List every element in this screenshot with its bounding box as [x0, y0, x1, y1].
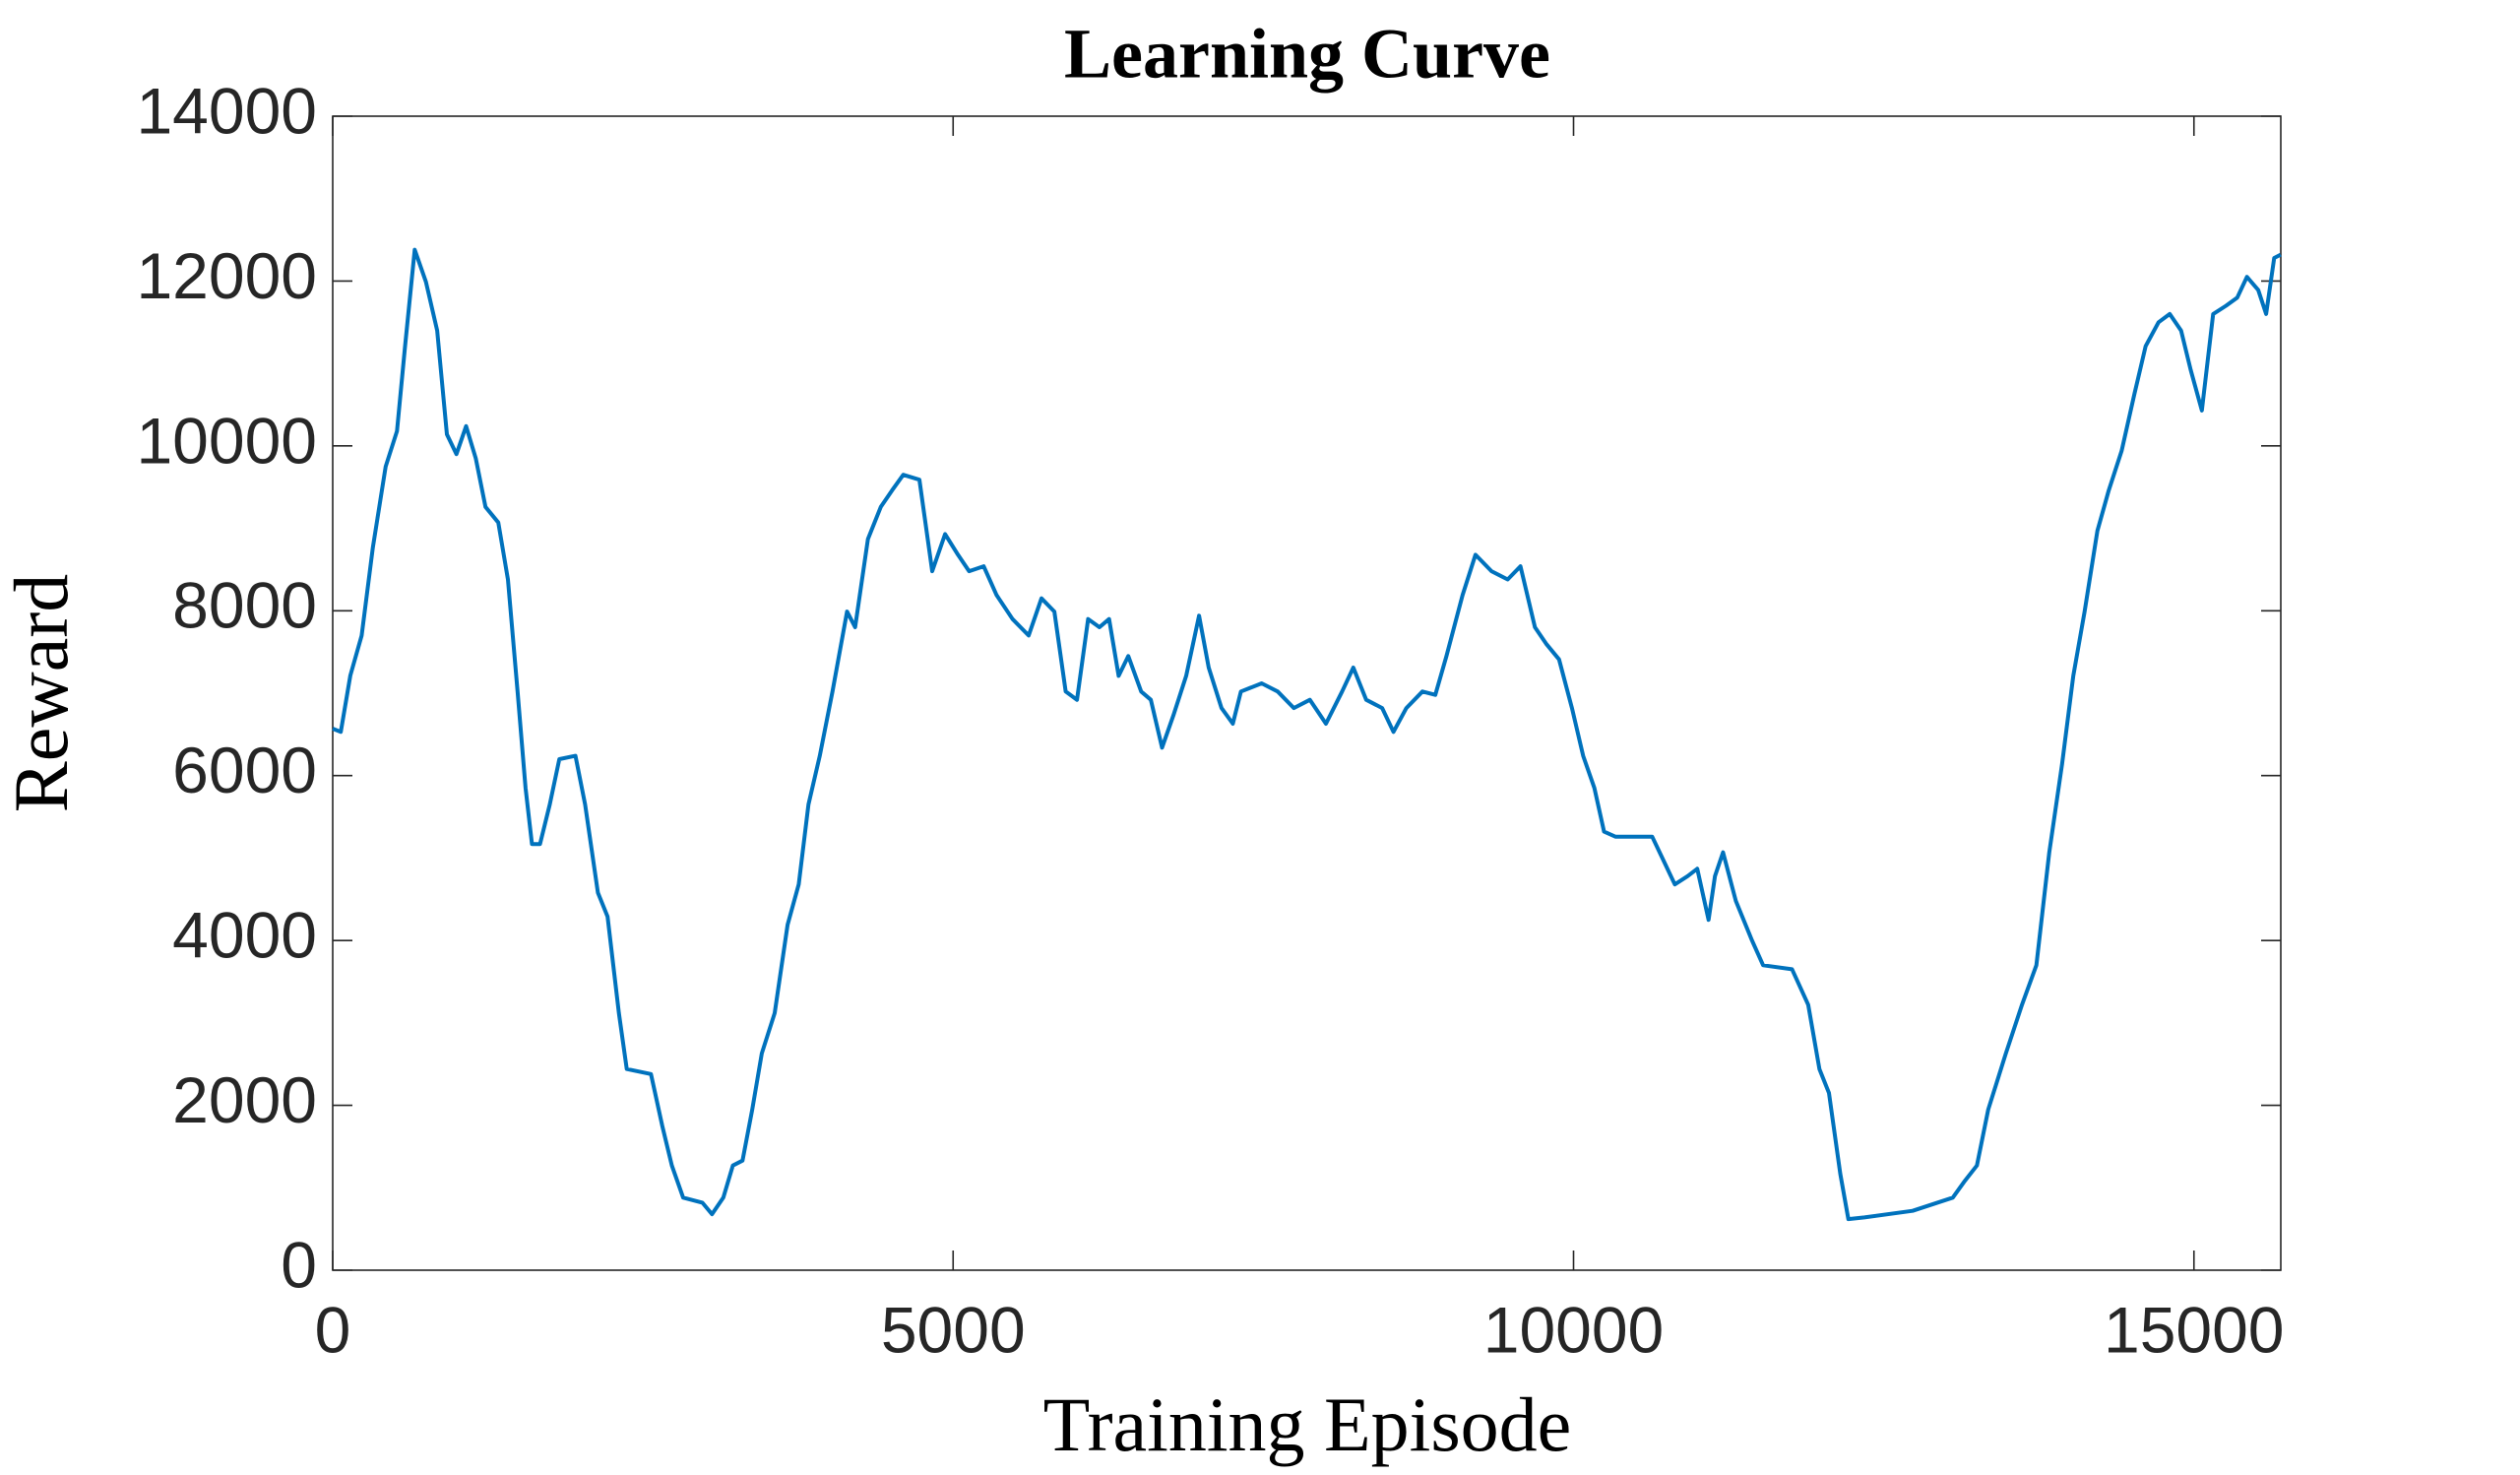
plot-frame	[332, 115, 2282, 1271]
y-tick-label: 10000	[136, 404, 317, 477]
y-tick-label: 14000	[136, 74, 317, 147]
y-tick-label: 6000	[172, 734, 317, 806]
x-tick-label: 0	[315, 1293, 351, 1366]
x-tick-label: 10000	[1483, 1293, 1665, 1366]
x-tick-label: 15000	[2104, 1293, 2285, 1366]
chart-title: Learning Curve	[1064, 15, 1550, 94]
y-axis-label: Reward	[0, 574, 84, 813]
y-tick-label: 0	[281, 1228, 317, 1301]
x-axis-label: Training Episode	[1043, 1381, 1572, 1467]
x-tick-label: 5000	[881, 1293, 1026, 1366]
y-tick-label: 12000	[136, 239, 317, 312]
y-tick-label: 4000	[172, 899, 317, 972]
y-tick-label: 2000	[172, 1063, 317, 1136]
y-tick-label: 8000	[172, 569, 317, 642]
reward-line	[332, 247, 2282, 1222]
